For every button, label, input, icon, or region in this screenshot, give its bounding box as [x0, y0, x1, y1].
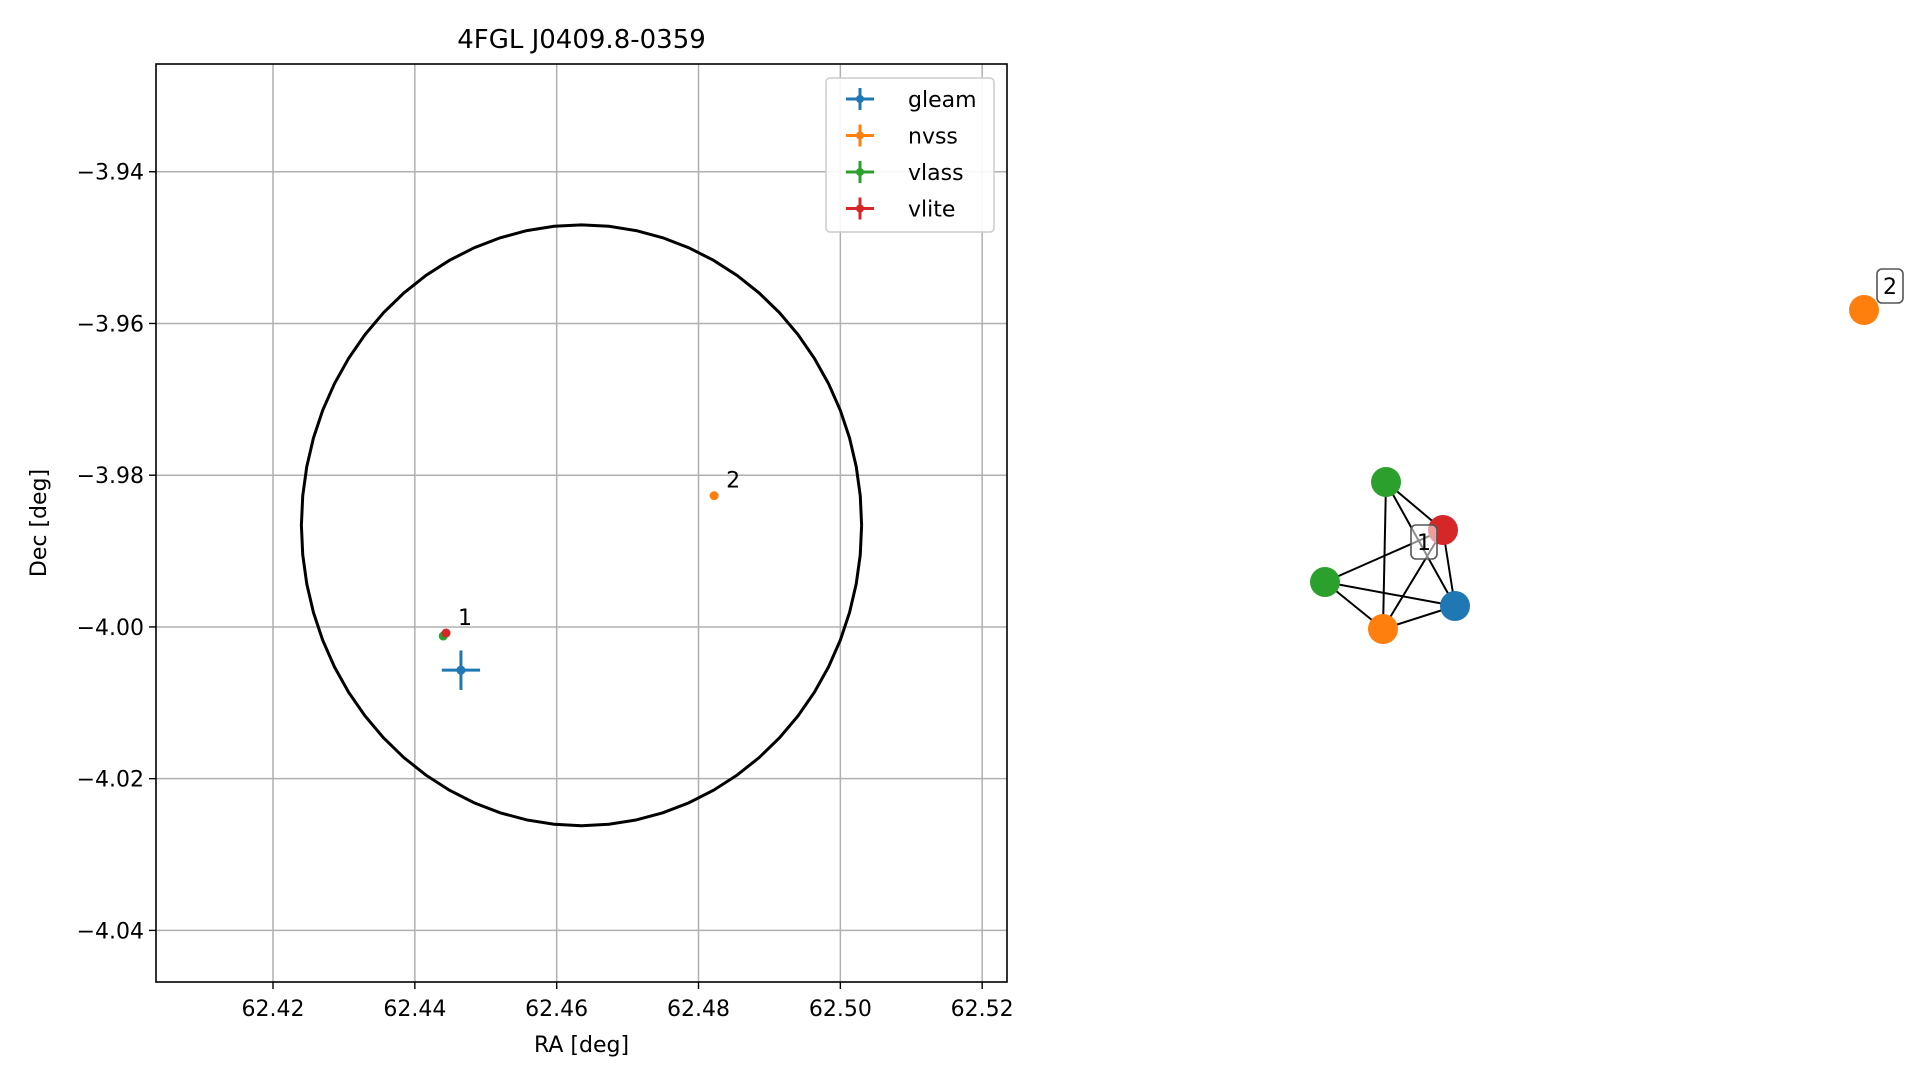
legend-marker-dot-nvss [856, 131, 864, 140]
nvss-point [709, 491, 719, 501]
legend-box [825, 77, 995, 233]
association-ellipse [299, 223, 864, 828]
y-tick-label: −4.00 [77, 616, 144, 641]
gleam-point [456, 665, 466, 675]
x-tick-label: 62.52 [951, 997, 1014, 1022]
x-axis-label: RA [deg] [534, 1033, 629, 1058]
x-tick-label: 62.50 [809, 997, 872, 1022]
group-label-2: 2 [1883, 275, 1897, 300]
legend-label-nvss: nvss [908, 125, 958, 150]
legend-marker-dot-vlass [856, 168, 864, 176]
legend-marker-dot-vlite [856, 204, 864, 213]
annotation-2: 2 [726, 469, 740, 494]
scatter-panel: 1 2 62.42 62.44 62.46 62.48 62.50 62.52 −3.94 −3.… [27, 25, 1014, 1058]
x-tick-label: 62.46 [525, 997, 588, 1022]
legend-label-gleam: gleam [908, 88, 977, 113]
network-panel: 12 [1310, 268, 1904, 644]
y-axis-label: Dec [deg] [27, 469, 52, 577]
y-tick-label: −3.98 [77, 464, 144, 489]
annotation-1: 1 [458, 606, 472, 631]
plot-frame [155, 63, 1008, 983]
x-tick-label: 62.42 [242, 997, 305, 1022]
network-node-vlass [1371, 467, 1401, 497]
network-node-nvss [1849, 295, 1879, 325]
y-tick-label: −3.96 [77, 312, 144, 337]
chart-title: 4FGL J0409.8-0359 [457, 25, 706, 55]
group-label-box [1876, 268, 1904, 304]
y-tick-label: −4.04 [77, 919, 144, 944]
network-edge [1324, 581, 1456, 607]
network-node-nvss [1368, 614, 1398, 644]
network-node-vlass [1310, 567, 1340, 597]
network-node-gleam [1440, 591, 1470, 621]
x-tick-label: 62.44 [383, 997, 446, 1022]
legend-label-vlass: vlass [908, 161, 964, 186]
group-label-1: 1 [1417, 531, 1431, 556]
y-tick-label: −4.02 [77, 768, 144, 793]
y-tick-label: −3.94 [77, 161, 144, 186]
vlite-point [441, 628, 451, 638]
group-label-box [1410, 524, 1438, 560]
legend-marker-dot-gleam [856, 95, 864, 103]
x-tick-label: 62.48 [667, 997, 730, 1022]
legend-label-vlite: vlite [908, 198, 955, 223]
